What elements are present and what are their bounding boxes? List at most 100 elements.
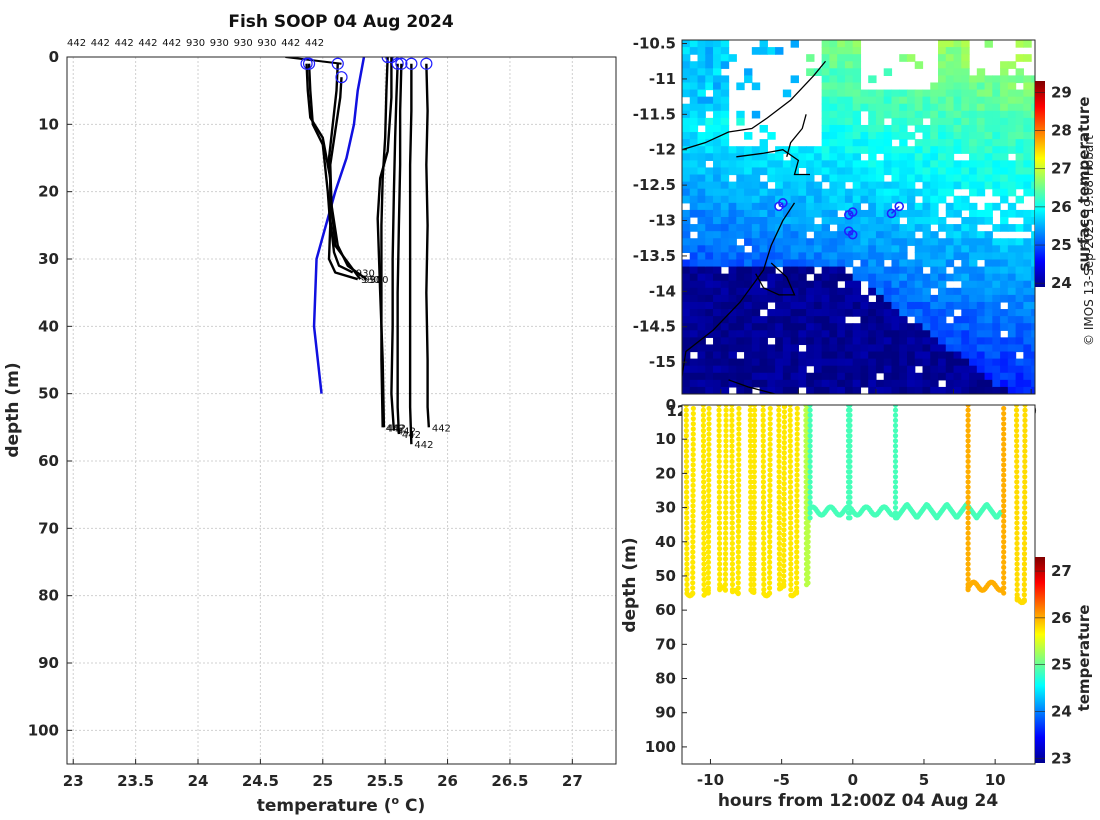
- sst-cell: [984, 266, 993, 275]
- sst-cell: [852, 110, 862, 119]
- sst-cell: [713, 82, 722, 91]
- sst-cell: [976, 330, 986, 338]
- depth-time-point: [1022, 453, 1028, 459]
- sst-cell: [938, 217, 947, 225]
- sst-cell: [697, 238, 706, 246]
- temperature-colorbar-tick-label: 23: [1051, 749, 1072, 767]
- sst-cell: [689, 301, 699, 310]
- sst-cell: [744, 316, 753, 324]
- sst-cell: [969, 224, 978, 232]
- depth-time-point: [787, 510, 794, 516]
- depth-time-point: [892, 504, 899, 511]
- sst-cell: [969, 252, 978, 261]
- depth-time-point: [807, 428, 813, 434]
- depth-time-point: [767, 539, 773, 545]
- sst-cell: [767, 153, 776, 161]
- sst-cell: [891, 365, 900, 374]
- sst-cell: [961, 54, 970, 62]
- sst-cell: [906, 224, 916, 232]
- depth-time-point: [807, 474, 813, 480]
- depth-time-point: [736, 472, 742, 478]
- sst-cell: [697, 75, 706, 84]
- depth-time-point: [1014, 479, 1020, 485]
- depth-time-point: [805, 575, 811, 581]
- sst-cell: [829, 167, 838, 176]
- sst-cell: [976, 337, 986, 346]
- sst-cell: [806, 245, 815, 253]
- sst-cell: [697, 252, 706, 261]
- depth-time-point: [722, 566, 729, 572]
- sst-cell: [821, 323, 831, 331]
- sst-cell: [953, 68, 962, 76]
- sst-cell: [782, 372, 792, 381]
- sst-cell: [844, 245, 854, 253]
- sst-cell: [852, 309, 862, 317]
- sst-cell: [806, 188, 815, 197]
- temperature-colorbar-tick-label: 25: [1051, 656, 1072, 674]
- sst-cell: [1031, 181, 1035, 190]
- sst-cell: [914, 160, 924, 169]
- sst-cell: [883, 238, 893, 246]
- sst-cell: [852, 61, 862, 69]
- sst-cell: [914, 379, 924, 388]
- depth-time-point: [690, 446, 696, 453]
- sst-cell: [775, 386, 784, 394]
- sst-cell: [744, 195, 753, 204]
- sst-cell: [852, 68, 862, 76]
- depth-time-point: [736, 431, 742, 437]
- sst-cell: [713, 273, 722, 282]
- sst-cell: [1007, 89, 1017, 98]
- sst-cell: [782, 344, 792, 353]
- sst-cell: [821, 82, 831, 91]
- sst-cell: [875, 301, 885, 310]
- depth-time-point: [751, 510, 757, 516]
- sst-cell: [984, 316, 993, 324]
- sst-cell: [906, 273, 916, 282]
- depth-time-point: [794, 569, 800, 576]
- sst-cell: [906, 195, 916, 204]
- sst-cell: [969, 273, 978, 282]
- depth-time-point: [701, 540, 707, 547]
- sst-cell: [821, 139, 831, 147]
- sst-cell: [728, 316, 737, 324]
- depth-time-point: [1014, 546, 1020, 552]
- sst-cell: [844, 103, 854, 112]
- depth-time-point: [683, 474, 690, 480]
- sst-cell: [698, 394, 706, 402]
- depth-time-point: [729, 422, 735, 429]
- sst-cell: [751, 252, 761, 261]
- depth-time-point: [788, 566, 794, 572]
- sst-cell: [899, 379, 908, 388]
- depth-time-point: [767, 508, 773, 514]
- sst-cell: [790, 344, 799, 353]
- sst-cell: [961, 202, 970, 211]
- sst-cell: [992, 124, 1001, 133]
- profile-line: [307, 63, 359, 281]
- sst-cell: [992, 181, 1001, 190]
- sst-cell: [922, 323, 931, 331]
- sst-cell: [829, 394, 837, 402]
- sst-cell: [984, 337, 993, 346]
- sst-cell: [954, 394, 962, 402]
- sst-cell: [821, 188, 831, 197]
- depth-time-point: [690, 559, 696, 565]
- sst-cell: [844, 160, 854, 169]
- depth-time-point: [684, 515, 690, 521]
- sst-cell: [744, 386, 753, 394]
- sst-cell: [736, 82, 745, 91]
- sst-cell: [899, 132, 908, 140]
- sst-cell: [868, 160, 877, 169]
- sst-cell: [697, 344, 706, 353]
- depth-time-point: [723, 417, 729, 423]
- sst-cell: [852, 386, 862, 394]
- depth-time-point: [767, 446, 773, 453]
- sst-cell: [705, 124, 714, 133]
- sst-cell: [759, 259, 768, 268]
- sst-cell: [837, 309, 846, 317]
- depth-time-point: [781, 414, 788, 420]
- depth-time-point: [690, 498, 696, 504]
- sst-cell: [922, 351, 931, 360]
- sst-cell: [705, 209, 714, 218]
- sst-cell: [992, 153, 1001, 161]
- depth-time-point: [1014, 525, 1020, 531]
